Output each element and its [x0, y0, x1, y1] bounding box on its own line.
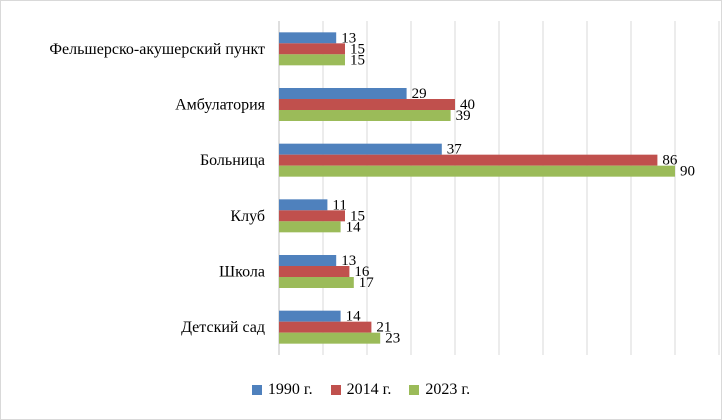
bar — [279, 266, 350, 277]
data-label: 14 — [346, 219, 362, 235]
legend-swatch — [251, 385, 262, 395]
bar — [279, 43, 345, 55]
data-label: 21 — [376, 320, 391, 336]
data-label: 11 — [332, 197, 346, 213]
legend-swatch — [409, 385, 420, 395]
bar — [279, 199, 328, 211]
gridlines — [278, 21, 720, 355]
legend-label: 1990 г. — [267, 381, 313, 398]
category-label: Школа — [219, 264, 265, 281]
category-label: Больница — [200, 152, 265, 169]
data-label: 86 — [662, 153, 678, 169]
category-label: Амбулатория — [175, 97, 266, 114]
bar — [279, 165, 675, 177]
bar — [279, 332, 381, 344]
legend: 1990 г. 2014 г. 2023 г. — [0, 378, 722, 402]
bar — [279, 143, 442, 155]
data-label: 23 — [385, 331, 400, 347]
bar — [279, 110, 451, 121]
data-label: 15 — [350, 41, 365, 57]
legend-item: 1990 г. — [251, 381, 313, 399]
bar — [279, 321, 372, 333]
data-label: 16 — [354, 264, 370, 280]
bar — [279, 99, 455, 110]
legend-label: 2023 г. — [425, 381, 471, 398]
category-labels: Фельшерско-акушерский пункт Амбулатория Бо… — [49, 41, 265, 336]
data-label: 37 — [447, 142, 463, 158]
bar — [279, 277, 354, 288]
bar — [279, 255, 337, 266]
legend-item: 2014 г. — [330, 381, 392, 399]
bar — [279, 154, 658, 166]
legend-item: 2023 г. — [409, 381, 470, 399]
data-label: 15 — [350, 208, 365, 224]
data-label: 39 — [456, 108, 471, 124]
category-label: Детский сад — [181, 319, 265, 336]
data-label: 13 — [341, 30, 356, 46]
bar — [279, 310, 341, 322]
bar — [279, 32, 337, 44]
bar — [279, 54, 345, 66]
bar — [279, 221, 341, 233]
data-label: 15 — [350, 52, 365, 68]
category-label: Фельшерско-акушерский пункт — [49, 41, 265, 58]
data-label: 17 — [359, 275, 375, 291]
bar — [279, 88, 407, 99]
data-label: 13 — [341, 253, 356, 269]
category-label: Клуб — [230, 208, 265, 225]
data-label: 90 — [680, 164, 695, 180]
bar — [279, 210, 345, 222]
legend-swatch — [330, 385, 341, 395]
legend-label: 2014 г. — [346, 381, 392, 398]
data-label: 14 — [346, 309, 362, 325]
data-label: 40 — [460, 97, 475, 113]
bars — [279, 32, 675, 344]
data-label: 29 — [412, 86, 427, 102]
